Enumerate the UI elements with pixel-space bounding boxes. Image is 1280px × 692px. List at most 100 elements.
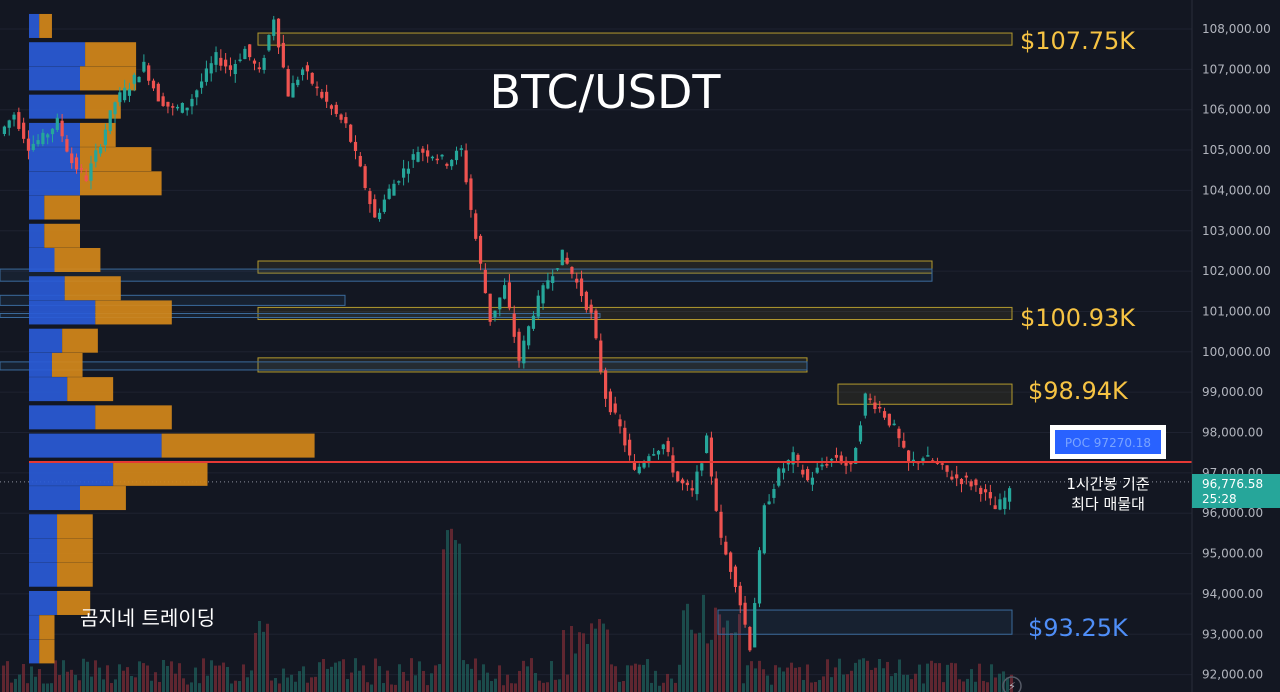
volume-bar: [154, 672, 157, 692]
candle-body: [839, 455, 843, 464]
volume-bar: [910, 679, 913, 692]
candle-body: [286, 69, 290, 97]
volume-bar: [822, 676, 825, 692]
candle-body: [108, 110, 112, 131]
volume-bar: [270, 680, 273, 692]
volume-bar: [998, 673, 1001, 692]
volume-bar: [590, 623, 593, 692]
volume-bar: [986, 682, 989, 692]
price-zone: [717, 609, 1013, 635]
volume-bar: [422, 670, 425, 692]
volume-bar: [510, 683, 513, 692]
candle-body: [950, 476, 954, 480]
candle-body: [344, 117, 348, 124]
volume-bar: [218, 665, 221, 692]
candle-body: [820, 464, 824, 467]
volume-profile-down: [113, 461, 208, 486]
volume-bar: [546, 682, 549, 692]
volume-bar: [726, 620, 729, 692]
replay-icon[interactable]: [1002, 676, 1022, 692]
volume-bar: [778, 667, 781, 692]
volume-bar: [274, 678, 277, 692]
volume-bar: [954, 663, 957, 692]
candle-body: [878, 406, 882, 409]
volume-bar: [782, 671, 785, 692]
volume-bar: [298, 671, 301, 692]
volume-bar: [146, 665, 149, 692]
volume-profile-up: [29, 486, 80, 511]
candle-body: [478, 235, 483, 264]
volume-bar: [742, 683, 745, 692]
volume-bar: [2, 665, 5, 692]
candle-body: [238, 59, 242, 62]
candle-body: [589, 304, 593, 313]
volume-bar: [190, 682, 193, 692]
candle-body: [171, 106, 175, 108]
volume-bar: [698, 632, 701, 692]
volume-profile-down: [64, 276, 121, 301]
volume-profile-up: [29, 42, 86, 67]
candle-body: [142, 61, 146, 72]
volume-bar: [550, 661, 553, 692]
candle-body: [531, 315, 536, 329]
volume-bar: [458, 543, 461, 692]
candle-body: [825, 464, 829, 466]
volume-bar: [214, 665, 217, 692]
volume-profile-up: [29, 433, 162, 458]
candle-body: [805, 469, 810, 481]
volume-bar: [206, 675, 209, 692]
candle-body: [729, 552, 733, 572]
candle-body: [767, 501, 771, 505]
volume-bar: [250, 670, 253, 692]
candle-body: [382, 199, 386, 212]
volume-bar: [902, 674, 905, 692]
candle-body: [358, 155, 362, 167]
volume-bar: [158, 681, 161, 692]
volume-bar: [770, 684, 773, 692]
y-tick-label: 94,000.00: [1202, 587, 1263, 601]
volume-bar: [702, 594, 705, 692]
candle-body: [974, 479, 978, 486]
candle-body: [219, 57, 223, 66]
candle-body: [801, 469, 805, 475]
volume-bar: [730, 633, 733, 692]
volume-bar: [454, 540, 457, 692]
price-zones: [0, 32, 1013, 635]
price-zone: [257, 32, 1013, 46]
volume-bar: [82, 658, 85, 692]
volume-bar: [438, 664, 441, 692]
volume-bar: [430, 673, 433, 692]
candle-body: [474, 213, 478, 239]
candle-body: [570, 266, 574, 275]
candle-body: [262, 57, 266, 70]
volume-bar: [958, 679, 961, 692]
volume-bar: [938, 663, 941, 692]
volume-bar: [694, 633, 697, 692]
volume-bar: [194, 667, 197, 692]
candle-body: [315, 86, 319, 89]
volume-bar: [502, 685, 505, 692]
y-tick-label: 98,000.00: [1202, 426, 1263, 440]
level-label-100k: $100.93K: [1020, 304, 1136, 332]
volume-bar: [470, 668, 473, 692]
volume-bar: [630, 665, 633, 692]
volume-profile-down: [51, 352, 83, 377]
volume-bar: [18, 674, 21, 692]
candle-body: [123, 87, 127, 101]
price-zone: [0, 312, 601, 319]
volume-bar: [330, 666, 333, 692]
countdown: 25:28: [1202, 492, 1237, 506]
candle-body: [300, 69, 305, 75]
candle-body: [339, 114, 343, 120]
volume-bar: [306, 682, 309, 692]
candle-body: [363, 166, 367, 188]
candle-body: [810, 477, 815, 485]
candle-body: [748, 627, 752, 651]
candle-body: [147, 65, 151, 81]
volume-bar: [786, 667, 789, 692]
volume-bar: [562, 630, 565, 692]
volume-bar: [638, 664, 641, 692]
candle-body: [464, 150, 468, 183]
volume-bar: [526, 666, 529, 692]
